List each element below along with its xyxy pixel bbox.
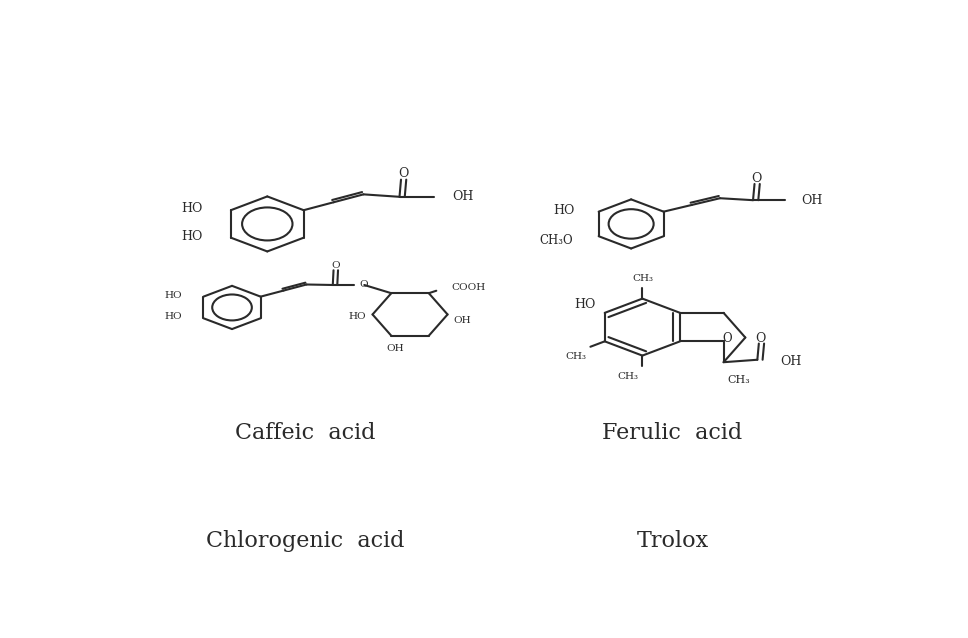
Text: OH: OH	[454, 316, 471, 325]
Text: Chlorogenic  acid: Chlorogenic acid	[205, 530, 404, 552]
Text: HO: HO	[181, 202, 202, 215]
Text: Ferulic  acid: Ferulic acid	[602, 422, 742, 443]
Text: HO: HO	[181, 230, 202, 242]
Text: OH: OH	[386, 344, 404, 353]
Text: Trolox: Trolox	[636, 530, 709, 552]
Text: O: O	[722, 332, 732, 345]
Text: HO: HO	[165, 312, 182, 322]
Text: COOH: COOH	[451, 283, 486, 292]
Text: O: O	[360, 280, 369, 289]
Text: HO: HO	[554, 204, 575, 217]
Text: OH: OH	[802, 194, 823, 207]
Text: HO: HO	[348, 313, 367, 322]
Text: HO: HO	[574, 299, 595, 311]
Text: CH₃: CH₃	[565, 352, 587, 360]
Text: CH₃: CH₃	[618, 373, 639, 382]
Text: CH₃: CH₃	[727, 375, 750, 385]
Text: CH₃O: CH₃O	[539, 234, 573, 247]
Text: OH: OH	[452, 190, 473, 204]
Text: O: O	[751, 172, 762, 185]
Text: O: O	[398, 167, 408, 180]
Text: OH: OH	[780, 355, 802, 368]
Text: CH₃: CH₃	[632, 274, 652, 283]
Text: O: O	[331, 261, 340, 270]
Text: O: O	[755, 332, 766, 345]
Text: HO: HO	[165, 291, 182, 300]
Text: Caffeic  acid: Caffeic acid	[234, 422, 375, 443]
